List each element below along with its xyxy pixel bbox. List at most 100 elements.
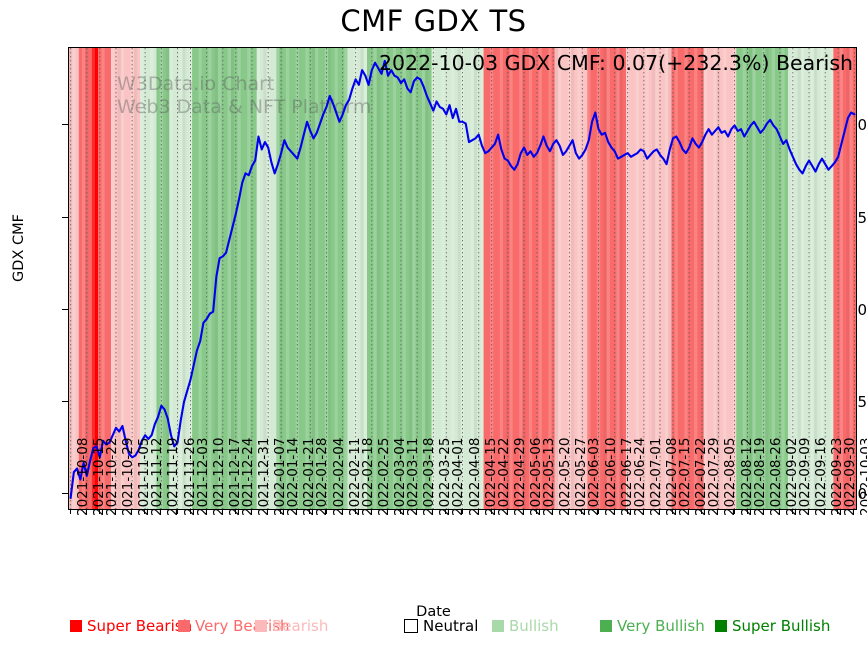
x-tick-mark xyxy=(791,509,793,514)
x-tick-label: 2022-06-24 xyxy=(631,437,648,516)
x-tick-label: 2022-03-18 xyxy=(421,437,438,516)
x-tick-mark xyxy=(341,509,343,514)
x-tick-mark xyxy=(416,509,418,514)
x-tick-mark xyxy=(597,509,599,514)
x-tick-mark xyxy=(837,509,839,514)
x-tick-mark xyxy=(461,509,463,514)
x-tick-label: 2022-02-04 xyxy=(330,437,347,516)
x-tick-mark xyxy=(280,509,282,514)
x-tick-label: 2021-11-12 xyxy=(149,437,166,516)
y-tick-mark xyxy=(62,216,68,218)
x-tick-mark xyxy=(85,509,87,514)
x-tick-mark xyxy=(400,509,401,514)
x-tick-mark xyxy=(98,509,100,514)
x-tick-mark xyxy=(506,509,508,514)
x-tick-mark xyxy=(536,509,537,514)
x-tick-label: 2022-06-03 xyxy=(586,437,603,516)
y-tick-mark xyxy=(62,401,68,402)
x-tick-label: 2021-11-19 xyxy=(165,437,182,516)
x-tick-label: 2022-07-29 xyxy=(706,437,723,516)
x-tick-label: 2022-03-11 xyxy=(405,437,421,516)
x-tick-mark xyxy=(778,509,780,514)
x-tick-label: 2022-04-01 xyxy=(450,437,467,516)
x-tick-label: 2022-04-08 xyxy=(466,437,483,516)
y-axis-label: GDX CMF xyxy=(10,214,27,282)
legend-swatch-bearish-icon xyxy=(255,620,267,632)
x-tick-mark xyxy=(432,509,434,514)
x-tick-mark xyxy=(221,509,223,514)
x-tick-label: 2021-12-10 xyxy=(210,437,227,516)
x-tick-mark xyxy=(581,509,583,514)
page-title: CMF GDX TS xyxy=(340,4,527,38)
legend-label: Neutral xyxy=(423,617,479,635)
legend-label: Bearish xyxy=(272,617,329,635)
x-tick-label: 2021-12-31 xyxy=(256,437,272,516)
x-tick-label: 2021-10-22 xyxy=(103,437,120,516)
x-tick-mark xyxy=(69,509,71,514)
x-tick-mark xyxy=(733,509,735,514)
x-tick-mark xyxy=(251,509,252,514)
x-tick-mark xyxy=(309,509,311,514)
x-tick-mark xyxy=(189,509,191,514)
x-tick-mark xyxy=(659,509,661,514)
x-tick-label: 2022-01-14 xyxy=(285,437,302,516)
x-tick-label: 2022-05-20 xyxy=(557,437,574,516)
x-tick-label: 2022-02-18 xyxy=(359,437,376,516)
y-tick-mark xyxy=(62,493,68,495)
x-tick-mark xyxy=(234,509,236,514)
legend-swatch-neutral-icon xyxy=(404,619,418,633)
x-tick-mark xyxy=(853,509,855,514)
x-tick-label: 2022-08-05 xyxy=(722,437,739,516)
legend-item-bullish[interactable]: Bullish xyxy=(492,618,559,634)
legend-label: Very Bullish xyxy=(617,617,705,635)
plot-area: W3Data.io Chart Web3 Data & NFT Platform… xyxy=(68,47,857,510)
legend-label: Super Bearish xyxy=(87,617,193,635)
x-tick-mark xyxy=(642,509,644,514)
x-tick-label: 2021-12-24 xyxy=(239,437,256,516)
legend: Super Bearish Very Bearish Bearish Neutr… xyxy=(0,618,867,642)
legend-item-super-bearish[interactable]: Super Bearish xyxy=(70,618,192,634)
legend-swatch-very-bullish-icon xyxy=(600,620,612,632)
x-tick-label: 2022-06-10 xyxy=(602,437,619,516)
legend-item-very-bullish[interactable]: Very Bullish xyxy=(600,618,705,634)
x-tick-mark xyxy=(523,509,524,514)
x-tick-label: 2022-04-29 xyxy=(511,437,528,516)
x-tick-mark xyxy=(717,509,719,514)
x-tick-mark xyxy=(325,509,327,514)
x-tick-mark xyxy=(267,509,269,514)
x-tick-mark xyxy=(296,509,298,514)
legend-item-bearish[interactable]: Bearish xyxy=(255,618,328,634)
x-tick-mark xyxy=(688,509,690,514)
x-tick-mark xyxy=(370,509,372,514)
y-tick-mark xyxy=(62,308,68,310)
legend-item-super-bullish[interactable]: Super Bullish xyxy=(715,618,830,634)
x-tick-label: 2021-10-08 xyxy=(74,437,91,516)
x-tick-mark xyxy=(354,509,356,514)
x-tick-mark xyxy=(490,509,492,514)
x-tick-label: 2021-12-03 xyxy=(194,437,211,516)
x-tick-mark xyxy=(176,509,178,514)
x-tick-mark xyxy=(746,509,748,514)
x-tick-mark xyxy=(613,509,615,514)
legend-swatch-bullish-icon xyxy=(492,620,504,632)
x-tick-mark xyxy=(808,509,809,514)
legend-label: Super Bullish xyxy=(732,617,831,635)
x-tick-label: 2021-10-29 xyxy=(120,437,136,516)
legend-swatch-very-bearish-icon xyxy=(178,620,190,632)
x-tick-mark xyxy=(477,509,479,514)
x-tick-label: 2022-09-16 xyxy=(813,437,829,516)
legend-swatch-super-bullish-icon xyxy=(715,620,727,632)
x-tick-label: 2022-08-26 xyxy=(767,437,784,516)
x-tick-mark xyxy=(387,509,388,514)
y-tick-mark xyxy=(62,124,68,126)
legend-item-neutral[interactable]: Neutral xyxy=(404,618,478,634)
x-tick-label: 2022-08-19 xyxy=(751,437,768,516)
x-tick-label: 2022-09-09 xyxy=(796,437,813,516)
x-tick-mark xyxy=(205,509,207,514)
legend-swatch-super-bearish-icon xyxy=(70,620,82,632)
grid-lines xyxy=(70,48,855,509)
x-tick-label: 2022-02-25 xyxy=(375,437,392,516)
x-tick-mark xyxy=(626,509,628,514)
x-tick-mark xyxy=(701,509,703,514)
